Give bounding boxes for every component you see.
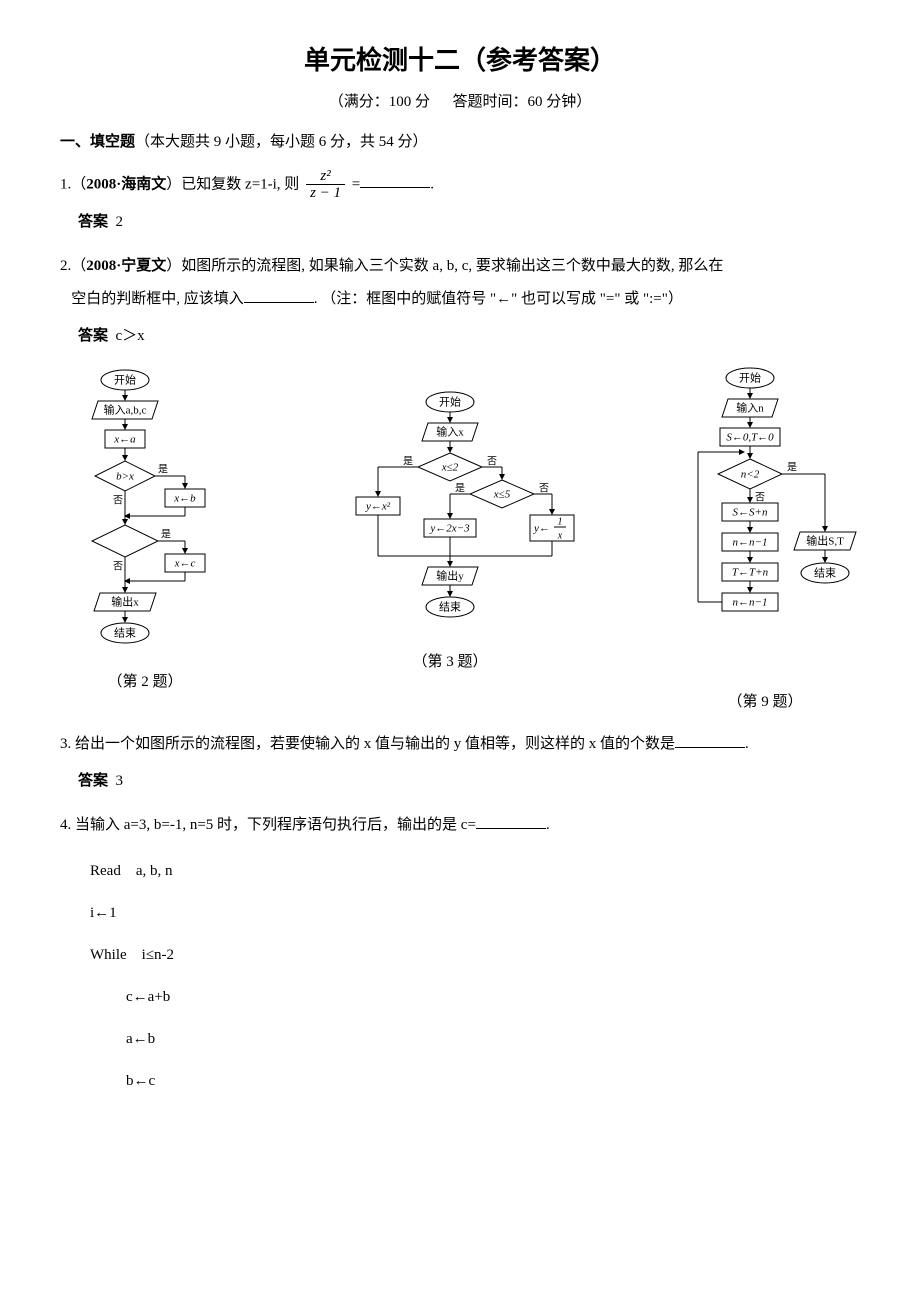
f2-start: 开始 <box>114 372 136 386</box>
q3-body1: 3. 给出一个如图所示的流程图，若要使输入的 x 值与输出的 y 值相等，则这样… <box>60 736 675 752</box>
f2-d1-no: 否 <box>113 494 123 506</box>
q1-body2: = <box>352 176 360 192</box>
f9-s5: n←n−1 <box>733 596 768 608</box>
code-block: Read a, b, n i←1 While i≤n-2 c←a+b a←b b… <box>90 850 860 1102</box>
q3-blank <box>675 732 745 748</box>
answer-label: 答案 <box>78 328 108 344</box>
f2-s1: x←a <box>113 433 136 445</box>
f3-s3-num: 1 <box>558 516 563 527</box>
code-line-5: a←b <box>126 1018 860 1060</box>
subtitle-score: （满分：100 分 <box>329 94 430 110</box>
f9-s3: n←n−1 <box>733 536 768 548</box>
f3-input: 输入x <box>436 424 464 438</box>
q1-frac-num: z² <box>306 168 345 186</box>
f2-d2-yes: 是 <box>161 528 171 540</box>
f9-d1-no: 否 <box>755 491 765 503</box>
q3-body2: . <box>745 736 749 752</box>
section-1-desc: （本大题共 9 小题，每小题 6 分，共 54 分） <box>135 134 428 150</box>
f3-s3-pre: y← <box>533 522 550 534</box>
q2-source: 2008·宁夏文 <box>86 258 166 274</box>
page-title: 单元检测十二（参考答案） <box>60 40 860 82</box>
f9-end: 结束 <box>814 566 836 579</box>
q2-answer-value: c＞x <box>116 328 145 344</box>
f3-start: 开始 <box>439 394 461 408</box>
q2-body1: ）如图所示的流程图, 如果输入三个实数 a, b, c, 要求输出这三个数中最大… <box>166 258 723 274</box>
answer-label: 答案 <box>78 214 108 230</box>
f9-s1: S←0,T←0 <box>726 431 774 443</box>
q2-answer: 答案 c＞x <box>78 324 860 348</box>
q1-answer: 答案 2 <box>78 210 860 234</box>
f9-d1: n<2 <box>741 468 760 480</box>
f2-d1-yes: 是 <box>158 463 168 475</box>
q2-body3: . （注：框图中的赋值符号 "←" 也可以写成 "=" 或 ":="） <box>314 291 683 307</box>
f3-d2-no: 否 <box>539 482 549 494</box>
f9-s2: S←S+n <box>733 506 768 518</box>
f3-out: 输出y <box>436 568 464 582</box>
f9-start: 开始 <box>739 370 761 384</box>
q2-blank <box>244 287 314 303</box>
q1-prefix: 1.（ <box>60 176 86 192</box>
f2-end: 结束 <box>114 626 136 639</box>
code-line-4: c←a+b <box>126 976 860 1018</box>
figures-row: 开始 输入a,b,c x←a b>x 是 否 x←b <box>60 366 860 714</box>
f9-out: 输出S,T <box>806 533 844 547</box>
question-4: 4. 当输入 a=3, b=-1, n=5 时，下列程序语句执行后，输出的是 c… <box>60 809 860 842</box>
f3-s3-den: x <box>557 530 563 541</box>
question-3: 3. 给出一个如图所示的流程图，若要使输入的 x 值与输出的 y 值相等，则这样… <box>60 728 860 761</box>
flowchart-3: 开始 输入x x≤2 是 否 y←x² x≤5 是 否 <box>320 366 580 646</box>
f3-d1-no: 否 <box>487 455 497 467</box>
q1-frac-den: z − 1 <box>306 185 345 202</box>
q4-body2: . <box>546 817 550 833</box>
f2-d1: b>x <box>116 470 134 482</box>
figure-9: 开始 输入n S←0,T←0 n<2 是 否 S←S+n n←n−1 T←T+n <box>670 366 860 714</box>
f2-out: 输出x <box>111 594 139 608</box>
f9-d1-yes: 是 <box>787 461 797 473</box>
subtitle-time: 答题时间：60 分钟） <box>453 94 592 110</box>
f9-s4: T←T+n <box>732 566 769 578</box>
code-line-2: i←1 <box>90 892 860 934</box>
figure-3-caption: （第 3 题） <box>320 650 580 674</box>
q2-body2: 空白的判断框中, 应该填入 <box>71 291 244 307</box>
f2-s3: x←c <box>174 557 196 569</box>
q1-body1: ）已知复数 z=1-i, 则 <box>166 176 299 192</box>
q4-body1: 4. 当输入 a=3, b=-1, n=5 时，下列程序语句执行后，输出的是 c… <box>60 817 476 833</box>
figure-3: 开始 输入x x≤2 是 否 y←x² x≤5 是 否 <box>320 366 580 674</box>
q1-source: 2008·海南文 <box>86 176 166 192</box>
answer-label: 答案 <box>78 773 108 789</box>
flowchart-2: 开始 输入a,b,c x←a b>x 是 否 x←b <box>60 366 230 666</box>
question-1: 1.（2008·海南文）已知复数 z=1-i, 则 z² z − 1 =. <box>60 168 860 202</box>
code-line-1: Read a, b, n <box>90 850 860 892</box>
f3-s2: y←2x−3 <box>429 522 470 534</box>
section-1-label: 一、填空题 <box>60 134 135 150</box>
q1-answer-value: 2 <box>116 214 124 230</box>
f3-d1: x≤2 <box>441 461 459 473</box>
q2-prefix: 2.（ <box>60 258 86 274</box>
q4-blank <box>476 813 546 829</box>
f2-d2-no: 否 <box>113 560 123 572</box>
f9-input: 输入n <box>736 400 764 414</box>
f2-s2: x←b <box>173 492 196 504</box>
section-1-header: 一、填空题（本大题共 9 小题，每小题 6 分，共 54 分） <box>60 130 860 154</box>
question-2: 2.（2008·宁夏文）如图所示的流程图, 如果输入三个实数 a, b, c, … <box>60 250 860 316</box>
q3-answer-value: 3 <box>116 773 124 789</box>
q1-body3: . <box>430 176 434 192</box>
f3-end: 结束 <box>439 600 461 613</box>
f3-d2: x≤5 <box>493 488 511 500</box>
subtitle: （满分：100 分 答题时间：60 分钟） <box>60 90 860 114</box>
flowchart-9: 开始 输入n S←0,T←0 n<2 是 否 S←S+n n←n−1 T←T+n <box>670 366 860 686</box>
q3-answer: 答案 3 <box>78 769 860 793</box>
f2-input: 输入a,b,c <box>104 402 147 416</box>
figure-9-caption: （第 9 题） <box>670 690 860 714</box>
code-line-3: While i≤n-2 <box>90 934 860 976</box>
f3-d2-yes: 是 <box>455 482 465 494</box>
figure-2: 开始 输入a,b,c x←a b>x 是 否 x←b <box>60 366 230 694</box>
f3-s1: y←x² <box>365 500 391 512</box>
q1-fraction: z² z − 1 <box>306 168 345 202</box>
code-line-6: b←c <box>126 1060 860 1102</box>
f3-d1-yes: 是 <box>403 455 413 467</box>
q1-blank <box>360 172 430 188</box>
figure-2-caption: （第 2 题） <box>60 670 230 694</box>
